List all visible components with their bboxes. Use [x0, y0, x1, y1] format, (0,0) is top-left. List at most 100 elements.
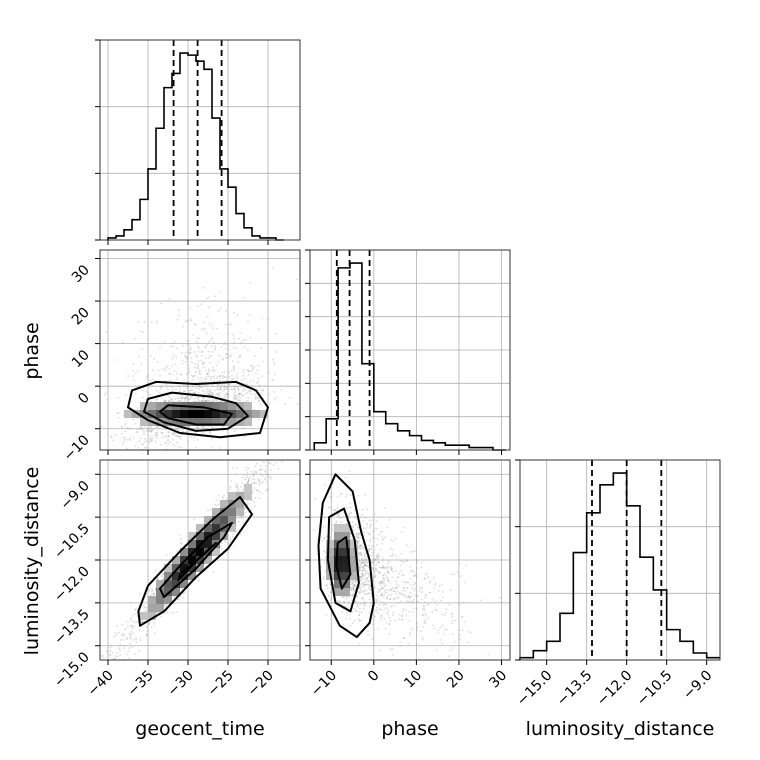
sample-point: [358, 586, 361, 589]
sample-point: [165, 383, 168, 386]
sample-point: [203, 392, 206, 395]
sample-point: [255, 489, 258, 491]
sample-point: [257, 328, 260, 331]
sample-point: [364, 562, 366, 565]
sample-point: [421, 591, 423, 594]
sample-point: [129, 602, 132, 604]
sample-point: [170, 345, 173, 347]
sample-point: [373, 527, 376, 530]
sample-point: [375, 600, 378, 603]
density-cell: [148, 410, 156, 418]
sample-point: [204, 381, 206, 383]
sample-point: [342, 600, 345, 603]
sample-point: [268, 431, 270, 433]
sample-point: [136, 620, 139, 623]
sample-point: [251, 365, 254, 367]
sample-point: [378, 566, 381, 569]
sample-point: [329, 583, 332, 586]
sample-point: [132, 363, 135, 365]
density-cell: [236, 410, 244, 418]
sample-point: [197, 400, 200, 403]
sample-point: [243, 387, 245, 390]
sample-point: [327, 506, 330, 508]
sample-point: [406, 600, 409, 602]
sample-point: [375, 554, 378, 557]
sample-point: [322, 513, 325, 515]
sample-point: [428, 581, 431, 584]
sample-point: [372, 569, 375, 572]
density-cell: [228, 402, 236, 410]
sample-point: [352, 586, 355, 589]
sample-point: [332, 509, 335, 512]
sample-point: [208, 388, 211, 391]
density-cell: [164, 588, 172, 596]
density-cell: [334, 556, 342, 564]
sample-point: [362, 590, 365, 593]
sample-point: [234, 388, 236, 391]
sample-point: [198, 337, 201, 340]
sample-point: [342, 623, 345, 626]
sample-point: [113, 635, 115, 638]
sample-point: [387, 579, 390, 582]
sample-point: [218, 494, 221, 497]
sample-point: [111, 664, 113, 666]
sample-point: [382, 557, 384, 560]
sample-point: [409, 596, 411, 599]
sample-point: [182, 430, 185, 433]
density-cell: [148, 604, 156, 612]
sample-point: [246, 475, 249, 477]
sample-point: [351, 538, 354, 541]
sample-point: [211, 351, 214, 353]
sample-point: [389, 598, 392, 600]
y-axis-label-phase: phase: [21, 322, 43, 379]
sample-point: [183, 390, 185, 393]
sample-point: [308, 542, 310, 544]
sample-point: [189, 306, 192, 309]
sample-point: [244, 478, 246, 481]
sample-point: [245, 469, 248, 472]
sample-point: [423, 578, 426, 580]
sample-point: [358, 643, 361, 646]
sample-point: [353, 619, 356, 622]
sample-point: [207, 296, 210, 299]
sample-point: [359, 603, 362, 606]
sample-point: [178, 390, 181, 393]
sample-point: [432, 624, 434, 627]
sample-point: [360, 551, 363, 554]
sample-point: [233, 430, 236, 433]
sample-point: [213, 380, 216, 383]
sample-point: [238, 516, 241, 519]
sample-point: [172, 603, 175, 605]
sample-point: [174, 445, 177, 447]
sample-point: [329, 538, 331, 540]
sample-point: [211, 393, 214, 396]
sample-point: [368, 593, 371, 595]
sample-point: [135, 641, 138, 643]
sample-point: [332, 524, 334, 526]
sample-point: [354, 535, 357, 538]
sample-point: [362, 585, 365, 588]
sample-point: [249, 314, 251, 316]
sample-point: [367, 573, 370, 575]
sample-point: [253, 482, 256, 484]
x-tick-label-luminosity_distance: −15.0: [514, 668, 556, 710]
sample-point: [254, 372, 257, 374]
sample-point: [126, 438, 129, 441]
sample-point: [129, 636, 132, 638]
sample-point: [336, 516, 339, 519]
sample-point: [164, 441, 166, 444]
sample-point: [358, 613, 361, 616]
sample-point: [232, 378, 235, 381]
sample-point: [227, 389, 230, 392]
sample-point: [240, 385, 243, 388]
sample-point: [362, 560, 365, 562]
sample-point: [152, 593, 155, 595]
sample-point: [386, 562, 389, 565]
sample-point: [212, 375, 215, 378]
y-tick-label-luminosity_distance: −13.5: [51, 606, 93, 648]
sample-point: [415, 648, 418, 651]
sample-point: [121, 623, 123, 626]
sample-point: [185, 343, 188, 345]
sample-point: [369, 584, 371, 587]
sample-point: [358, 547, 360, 550]
